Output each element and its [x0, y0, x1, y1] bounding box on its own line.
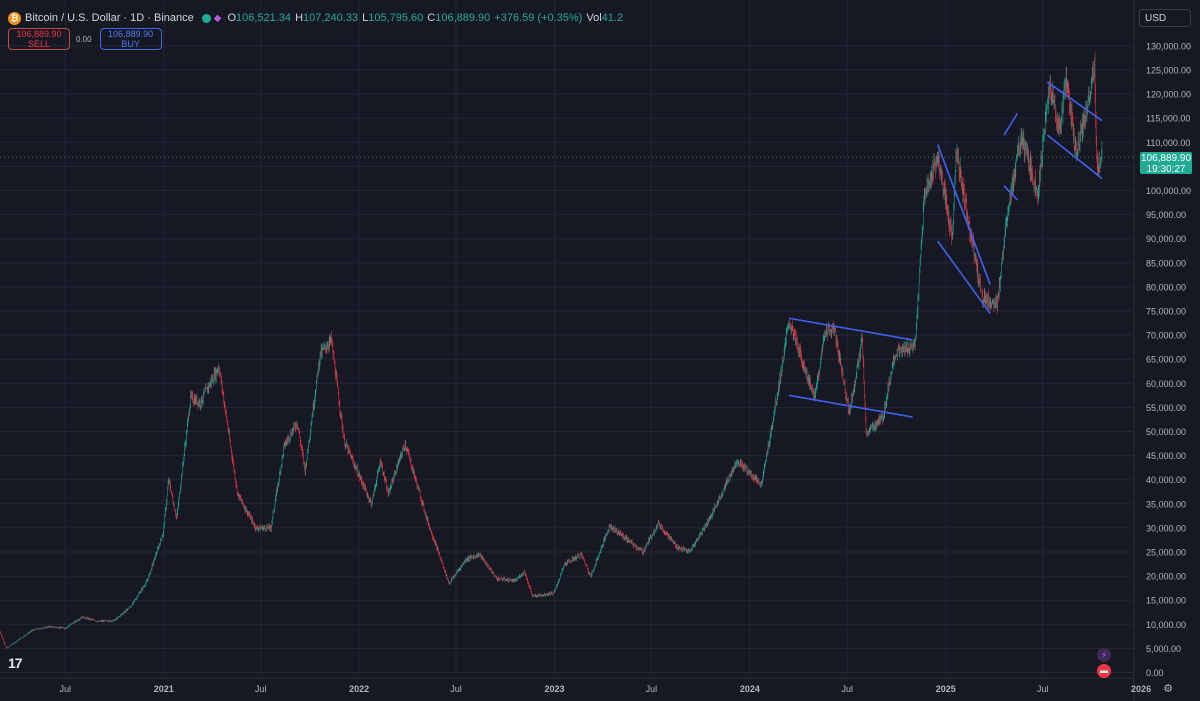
y-tick-label: 75,000.00	[1146, 307, 1186, 317]
y-tick-label: 5,000.00	[1146, 644, 1181, 654]
trendlines	[788, 81, 1103, 418]
y-tick-label: 95,000.00	[1146, 210, 1186, 220]
trendline	[937, 240, 991, 314]
y-tick-label: 30,000.00	[1146, 523, 1186, 533]
y-tick-label: 85,000.00	[1146, 258, 1186, 268]
tradingview-logo[interactable]: 17	[8, 655, 23, 671]
spread-value: 0.00	[76, 34, 92, 44]
symbol-legend: ₿ Bitcoin / U.S. Dollar · 1D · Binance ◆…	[8, 8, 627, 28]
y-tick-label: 25,000.00	[1146, 548, 1186, 558]
close-value: 106,889.90	[435, 12, 491, 24]
y-tick-label: 10,000.00	[1146, 620, 1186, 630]
eye-icon[interactable]	[201, 13, 211, 23]
y-tick-label: 35,000.00	[1146, 499, 1186, 509]
currency-button[interactable]: USD	[1139, 9, 1191, 27]
x-tick-label: 2023	[544, 684, 564, 694]
y-tick-label: 55,000.00	[1146, 403, 1186, 413]
sell-button[interactable]: 106,889.90 SELL	[8, 28, 70, 50]
y-tick-label: 40,000.00	[1146, 475, 1186, 485]
y-tick-label: 120,000.00	[1146, 90, 1191, 100]
x-tick-label: 2022	[349, 684, 369, 694]
trendline	[1046, 81, 1103, 122]
trade-buttons: 106,889.90 SELL 0.00 106,889.90 BUY	[8, 28, 162, 50]
buy-button[interactable]: 106,889.90 BUY	[99, 28, 162, 50]
y-tick-label: 130,000.00	[1146, 41, 1191, 51]
change-value: +376.59 (+0.35%)	[494, 12, 583, 24]
flag-icon[interactable]: ▬	[1097, 664, 1111, 678]
price-axis: 0.00 5,000.00 10,000.00 15,000.00 20,000.00 2…	[1133, 0, 1200, 701]
y-tick-label: 70,000.00	[1146, 331, 1186, 341]
gear-icon[interactable]: ⚙	[1163, 683, 1173, 695]
lightning-icon[interactable]: ⚡	[1097, 648, 1111, 662]
y-tick-label: 100,000.00	[1146, 186, 1191, 196]
grid	[0, 0, 1142, 676]
y-tick-label: 80,000.00	[1146, 282, 1186, 292]
x-tick-label: Jul	[255, 684, 267, 694]
price-axis-bg	[1134, 0, 1200, 701]
y-tick-label: 65,000.00	[1146, 355, 1186, 365]
x-tick-label: 2024	[740, 684, 760, 694]
x-tick-label: Jul	[646, 684, 658, 694]
trendline	[788, 317, 913, 341]
low-value: 105,795.60	[368, 12, 424, 24]
y-tick-label: 20,000.00	[1146, 572, 1186, 582]
y-tick-label: 15,000.00	[1146, 596, 1186, 606]
high-value: 107,240.33	[303, 12, 359, 24]
y-tick-label: 115,000.00	[1146, 114, 1190, 124]
y-tick-label: 0.00	[1146, 668, 1164, 678]
volume-value: 41.2	[601, 12, 624, 24]
y-tick-label: 60,000.00	[1146, 379, 1186, 389]
trendline	[1046, 134, 1103, 180]
x-tick-label: Jul	[450, 684, 462, 694]
symbol-title[interactable]: Bitcoin / U.S. Dollar · 1D · Binance	[25, 12, 194, 24]
trendline	[1003, 112, 1019, 136]
x-tick-label: Jul	[1037, 684, 1049, 694]
x-tick-label: Jul	[841, 684, 853, 694]
trendline	[1003, 185, 1019, 201]
x-tick-label: 2026	[1131, 684, 1151, 694]
time-axis: Jul 2021 Jul 2022 Jul 2023 Jul 2024 Jul 2025 Jul 20…	[0, 677, 1151, 694]
trendline	[936, 144, 991, 285]
open-value: 106,521.34	[236, 12, 292, 24]
y-tick-label: 125,000.00	[1146, 66, 1191, 76]
trendline	[788, 394, 913, 418]
plugin-icon[interactable]: ◆	[213, 12, 222, 24]
y-tick-label: 110,000.00	[1146, 138, 1190, 148]
y-tick-label: 45,000.00	[1146, 451, 1186, 461]
candles	[0, 52, 1103, 649]
x-tick-label: Jul	[60, 684, 72, 694]
last-price-label: 106,889.90 19:30:27	[1140, 152, 1192, 175]
x-tick-label: 2021	[154, 684, 174, 694]
y-tick-label: 90,000.00	[1146, 234, 1186, 244]
bitcoin-icon: ₿	[8, 11, 21, 25]
y-tick-label: 50,000.00	[1146, 427, 1186, 437]
x-tick-label: 2025	[936, 684, 956, 694]
